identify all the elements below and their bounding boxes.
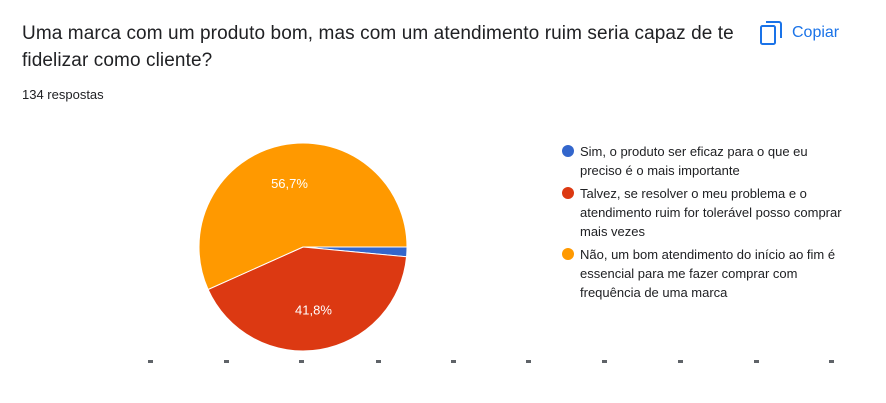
pie-slice-talvez[interactable] [207,246,408,352]
pie-slice-nao[interactable] [198,142,408,291]
legend-item-sim[interactable]: Sim, o produto ser eficaz para o que eu … [562,142,852,180]
cropped-axis-strip [146,360,846,368]
copy-label: Copiar [792,24,840,41]
legend-swatch-sim [562,145,574,157]
copy-button[interactable]: Copiar [760,16,839,50]
question-title: Uma marca com um produto bom, mas com um… [22,23,734,71]
legend-item-nao[interactable]: Não, um bom atendimento do início ao fim… [562,245,852,302]
pie-chart: 41,8% 56,7% [198,142,408,352]
legend-swatch-nao [562,248,574,260]
pie-label-nao: 56,7% [271,176,308,191]
legend-swatch-talvez [562,187,574,199]
legend-label-nao: Não, um bom atendimento do início ao fim… [580,247,836,300]
legend-label-talvez: Talvez, se resolver o meu problema e o a… [580,186,842,239]
legend-label-sim: Sim, o produto ser eficaz para o que eu … [580,144,808,178]
response-count: 134 respostas [22,87,104,102]
chart-legend: Sim, o produto ser eficaz para o que eu … [562,142,852,306]
legend-item-talvez[interactable]: Talvez, se resolver o meu problema e o a… [562,184,852,241]
pie-label-talvez: 41,8% [295,303,332,318]
copy-icon [760,21,782,45]
